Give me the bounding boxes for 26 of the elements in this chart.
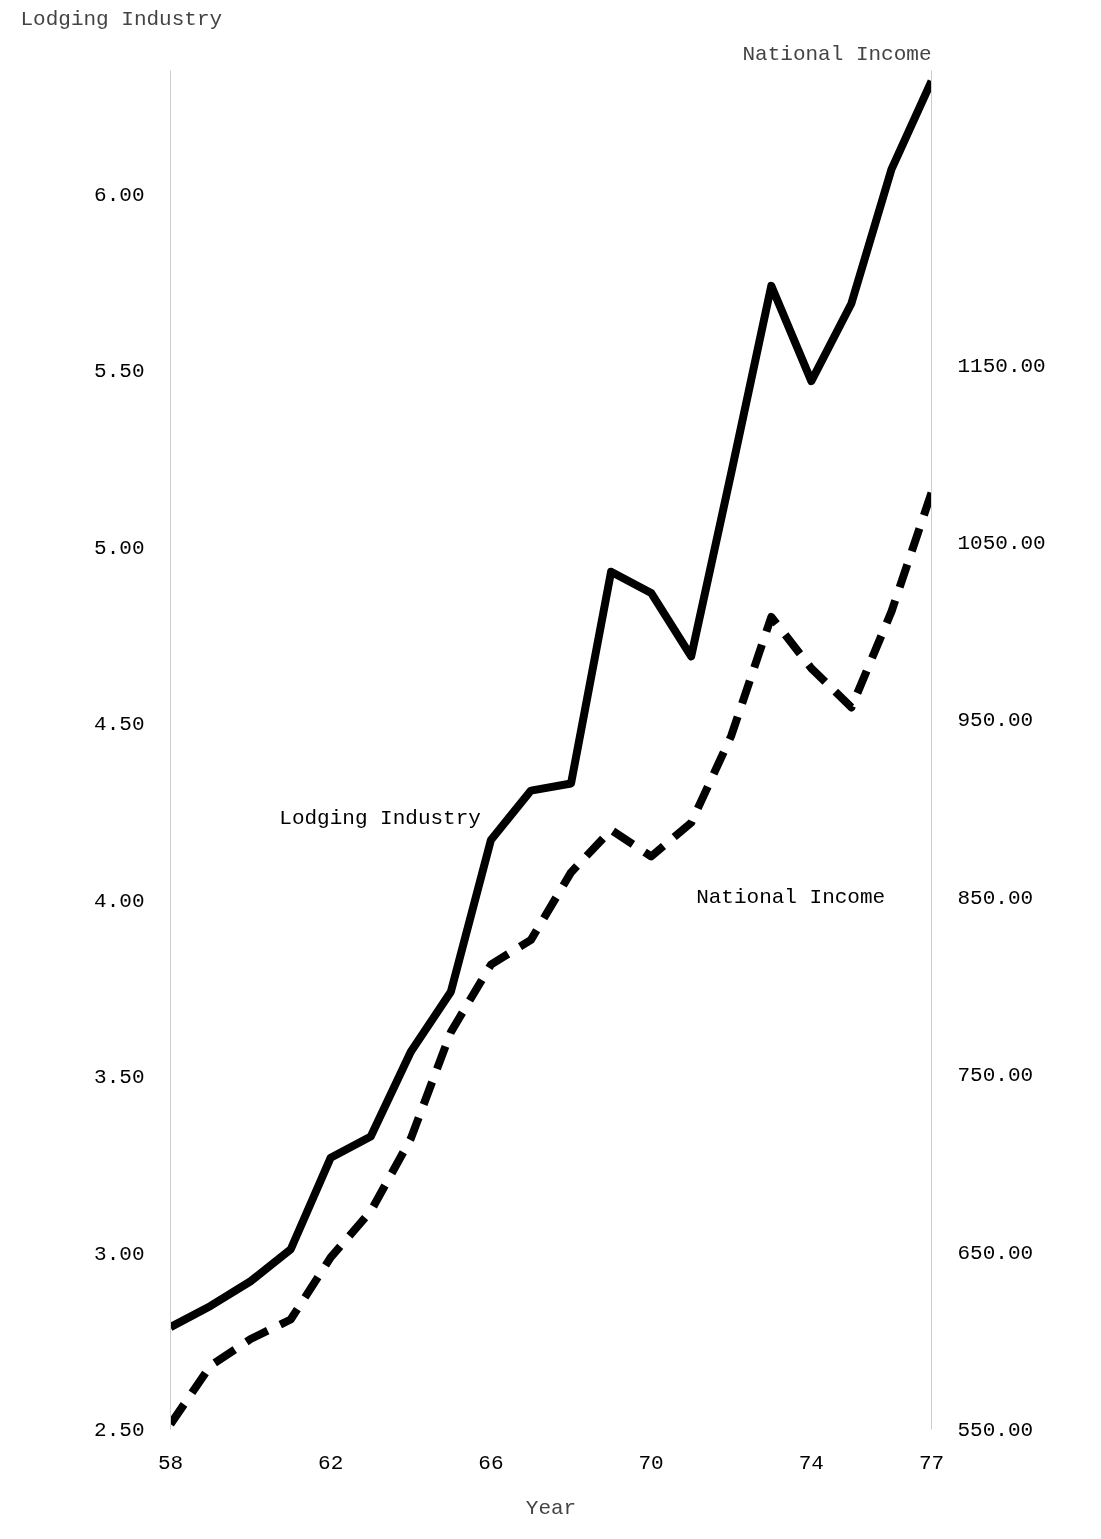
y-tick-label: 5.00 bbox=[94, 536, 145, 560]
x-tick-label: 66 bbox=[478, 1451, 504, 1475]
y2-tick-label: 950.00 bbox=[957, 709, 1034, 733]
x-tick-label: 74 bbox=[798, 1451, 824, 1475]
x-axis-title: Year bbox=[525, 1496, 577, 1520]
y2-tick-label: 1150.00 bbox=[957, 354, 1046, 378]
y-tick-label: 5.50 bbox=[94, 360, 145, 384]
x-tick-label: 77 bbox=[918, 1451, 945, 1475]
series-label: Lodging Industry bbox=[279, 807, 481, 831]
y2-tick-label: 750.00 bbox=[957, 1064, 1034, 1088]
x-tick-label: 62 bbox=[318, 1451, 344, 1475]
y-tick-label: 2.50 bbox=[94, 1419, 145, 1442]
y2-tick-label: 850.00 bbox=[957, 886, 1034, 910]
x-tick-label: 58 bbox=[157, 1451, 184, 1475]
x-tick-label: 70 bbox=[638, 1451, 664, 1475]
y-tick-label: 3.00 bbox=[94, 1242, 145, 1266]
y2-tick-label: 550.00 bbox=[957, 1419, 1034, 1442]
y-tick-label: 4.00 bbox=[94, 889, 145, 913]
y2-tick-label: 1050.00 bbox=[957, 531, 1046, 555]
y-tick-label: 4.50 bbox=[94, 713, 145, 737]
y-tick-label: 3.50 bbox=[94, 1066, 145, 1090]
y-tick-label: 6.00 bbox=[94, 183, 145, 207]
text: National Income bbox=[696, 886, 886, 910]
y2-axis-title: National Income bbox=[742, 42, 932, 66]
y2-tick-label: 650.00 bbox=[957, 1241, 1034, 1265]
y-axis-title: Lodging Industry bbox=[20, 7, 223, 31]
